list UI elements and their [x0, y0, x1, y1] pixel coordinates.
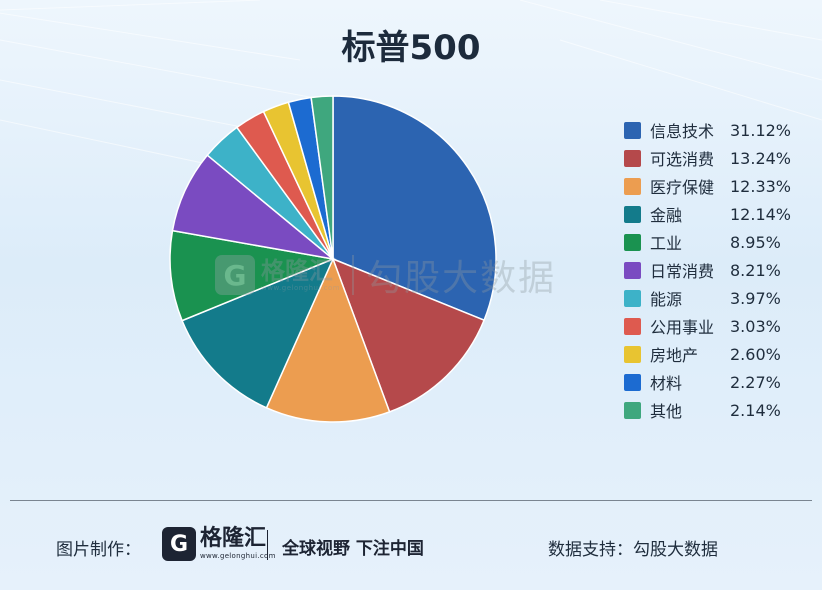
- legend-item: 金融 12.14%: [624, 200, 791, 228]
- legend-label: 公用事业: [650, 318, 715, 337]
- footer-slogan: 全球视野 下注中国: [282, 539, 424, 559]
- footer-brand-text: 格隆汇: [200, 526, 267, 551]
- pie-slice: [181, 257, 335, 409]
- watermark-text: 勾股大数据: [366, 258, 557, 299]
- legend-item: 日常消费 8.21%: [624, 256, 791, 284]
- legend-swatch: [624, 289, 641, 307]
- legend-value: 2.14%: [730, 400, 781, 420]
- pie-slice: [265, 257, 391, 423]
- legend-label: 其他: [650, 402, 683, 421]
- footer: 图片制作： G 格隆汇 www.gelonghui.com 全球视野 下注中国 …: [0, 522, 822, 570]
- watermark-url: www.gelonghui.com: [261, 284, 341, 292]
- legend-label: 医疗保健: [650, 178, 715, 197]
- pie-slice: [169, 229, 336, 322]
- legend-item: 其他 2.14%: [624, 396, 791, 424]
- legend-item: 公用事业 3.03%: [624, 312, 791, 340]
- legend-item: 工业 8.95%: [624, 228, 791, 256]
- legend-item: 可选消费 13.24%: [624, 144, 791, 172]
- legend-value: 8.95%: [730, 232, 781, 252]
- legend-label: 房地产: [650, 346, 699, 365]
- legend-swatch: [624, 177, 641, 195]
- legend-value: 3.03%: [730, 316, 781, 336]
- legend-swatch: [624, 401, 641, 419]
- legend: 信息技术 31.12% 可选消费 13.24% 医疗保健 12.33% 金融 1…: [624, 116, 791, 424]
- legend-label: 日常消费: [650, 262, 715, 281]
- footer-made-by-label: 图片制作：: [56, 540, 141, 560]
- legend-value: 12.14%: [730, 204, 792, 224]
- legend-item: 房地产 2.60%: [624, 340, 791, 368]
- watermark-brand-text: 格隆汇: [261, 257, 333, 285]
- footer-divider: [10, 500, 812, 501]
- legend-label: 金融: [650, 206, 683, 225]
- pie-slice: [310, 95, 334, 260]
- pie-slice: [332, 95, 497, 322]
- legend-swatch: [624, 233, 641, 251]
- watermark-logo-icon: G: [215, 255, 255, 295]
- legend-value: 8.21%: [730, 260, 781, 280]
- watermark-brand: 格隆汇 www.gelonghui.com: [261, 258, 340, 292]
- footer-url: www.gelonghui.com: [200, 552, 276, 560]
- legend-item: 能源 3.97%: [624, 284, 791, 312]
- watermark: G 格隆汇 www.gelonghui.com 勾股大数据: [215, 250, 556, 300]
- legend-value: 2.60%: [730, 344, 781, 364]
- legend-label: 工业: [650, 234, 683, 253]
- legend-swatch: [624, 317, 641, 335]
- legend-value: 31.12%: [730, 120, 792, 140]
- legend-value: 2.27%: [730, 372, 781, 392]
- background-decoration: [0, 0, 822, 500]
- legend-item: 信息技术 31.12%: [624, 116, 791, 144]
- gelonghui-logo-icon: G: [162, 527, 196, 561]
- legend-item: 医疗保健 12.33%: [624, 172, 791, 200]
- footer-separator: [267, 530, 268, 560]
- legend-value: 13.24%: [730, 148, 792, 168]
- legend-label: 可选消费: [650, 150, 715, 169]
- legend-swatch: [624, 261, 641, 279]
- legend-item: 材料 2.27%: [624, 368, 791, 396]
- legend-value: 12.33%: [730, 176, 792, 196]
- legend-swatch: [624, 373, 641, 391]
- footer-data-support: 数据支持：勾股大数据: [548, 540, 718, 560]
- chart-title: 标普500: [341, 28, 481, 68]
- pie-chart: [169, 95, 497, 423]
- legend-label: 信息技术: [650, 122, 715, 141]
- legend-swatch: [624, 345, 641, 363]
- pie-slice: [331, 257, 486, 413]
- legend-swatch: [624, 149, 641, 167]
- watermark-separator: [352, 255, 355, 295]
- legend-swatch: [624, 205, 641, 223]
- legend-label: 材料: [650, 374, 683, 393]
- legend-value: 3.97%: [730, 288, 781, 308]
- legend-swatch: [624, 121, 641, 139]
- legend-label: 能源: [650, 290, 683, 309]
- footer-brand: 格隆汇 www.gelonghui.com: [200, 526, 276, 560]
